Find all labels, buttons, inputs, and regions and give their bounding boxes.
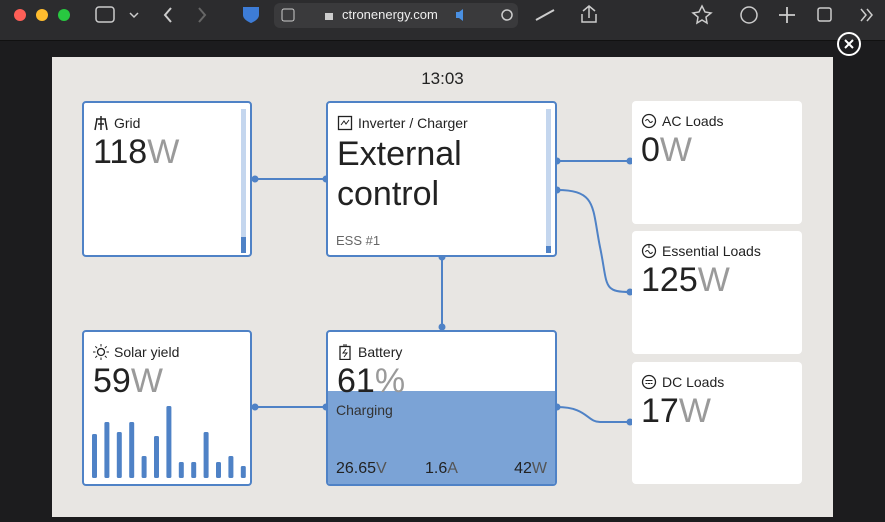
value: 0 <box>641 131 660 169</box>
back-button[interactable] <box>163 7 172 23</box>
value: 118 <box>93 133 148 171</box>
minimize-window[interactable] <box>36 9 48 21</box>
inverter-mode: ESS #1 <box>336 233 381 248</box>
value: 17 <box>641 392 679 430</box>
value: 26.65 <box>336 460 377 477</box>
value: 1.6 <box>425 460 448 477</box>
toolbar-icons <box>14 3 873 28</box>
unit: W <box>678 392 711 430</box>
unit: A <box>447 460 458 477</box>
audio-icon[interactable] <box>456 9 463 21</box>
card-title: AC Loads <box>662 113 724 129</box>
tabs-button[interactable] <box>817 7 832 22</box>
gauge <box>546 109 551 253</box>
card-title: Inverter / Charger <box>358 115 468 131</box>
history-bar <box>116 432 122 478</box>
unit: W <box>147 133 180 171</box>
essential-loads-card[interactable]: Essential Loads 125W <box>632 231 802 354</box>
forward-button[interactable] <box>198 7 207 23</box>
dc-icon <box>641 374 657 390</box>
reload-button[interactable] <box>501 9 513 21</box>
battery-card[interactable]: Battery 61% Charging 26.65V 1.6A 42W <box>326 330 557 486</box>
more-button[interactable] <box>860 8 873 22</box>
tab-menu[interactable] <box>129 12 139 19</box>
unit: V <box>376 460 387 477</box>
history-bar <box>129 422 135 478</box>
lock-icon <box>325 13 333 20</box>
card-value: 125W <box>641 261 730 300</box>
url[interactable]: ctronenergy.com <box>342 7 438 22</box>
history-bar <box>191 462 197 478</box>
value: 61 <box>337 362 375 400</box>
card-value: 118W <box>93 133 179 172</box>
value: 59 <box>93 362 131 400</box>
card-title: Grid <box>114 115 141 131</box>
card-title: Solar yield <box>114 344 180 360</box>
history-bar <box>141 456 147 478</box>
address-bar[interactable] <box>274 3 518 28</box>
overview-panel: 13:03 Grid 118W <box>52 57 833 517</box>
annotate-button[interactable] <box>535 9 555 21</box>
reader-icon[interactable] <box>281 8 295 22</box>
value: 42 <box>514 460 532 477</box>
sidebar-button[interactable] <box>95 6 115 23</box>
inverter-icon <box>337 115 353 131</box>
essential-icon <box>641 243 657 259</box>
dc-loads-card[interactable]: DC Loads 17W <box>632 362 802 484</box>
card-value: 61% <box>337 362 405 401</box>
downloads-button[interactable] <box>740 6 758 24</box>
inverter-state: External control <box>337 134 462 214</box>
unit: W <box>697 261 730 299</box>
state-line: control <box>337 175 440 213</box>
share-button[interactable] <box>581 5 597 23</box>
battery-power: 42W <box>514 460 547 478</box>
history-bar <box>154 436 159 478</box>
battery-fill <box>328 391 555 484</box>
grid-icon <box>94 116 108 131</box>
solar-history <box>92 406 246 478</box>
unit: % <box>374 362 406 400</box>
history-bar <box>166 406 172 478</box>
battery-current: 1.6A <box>425 460 458 478</box>
close-overlay[interactable] <box>836 31 862 57</box>
history-bar <box>203 432 209 478</box>
value: 125 <box>641 261 698 299</box>
history-bar <box>228 456 234 478</box>
unit: W <box>659 131 693 169</box>
ac-icon <box>641 113 657 129</box>
unit: W <box>531 460 547 477</box>
solar-card[interactable]: Solar yield 59W <box>82 330 252 486</box>
close-window[interactable] <box>14 9 26 21</box>
card-value: 0W <box>641 131 692 170</box>
unit: W <box>130 362 163 400</box>
battery-state: Charging <box>336 402 393 418</box>
history-bar <box>92 434 97 478</box>
card-title: DC Loads <box>662 374 725 390</box>
clock: 13:03 <box>421 69 464 88</box>
card-value: 59W <box>93 362 163 401</box>
history-bar <box>104 422 110 478</box>
sun-icon <box>93 344 109 360</box>
card-title: Battery <box>358 344 403 360</box>
state-line: External <box>337 135 462 173</box>
history-bar <box>216 462 221 478</box>
gauge <box>241 109 246 253</box>
zoom-window[interactable] <box>58 9 70 21</box>
battery-voltage: 26.65V <box>336 460 387 478</box>
shield-extension[interactable] <box>243 7 259 23</box>
card-title: Essential Loads <box>662 243 761 259</box>
ac-loads-card[interactable]: AC Loads 0W <box>632 101 802 224</box>
grid-card[interactable]: Grid 118W <box>82 101 252 257</box>
history-bar <box>178 462 184 478</box>
history-bar <box>240 466 246 478</box>
new-tab-button[interactable] <box>779 7 795 23</box>
card-value: 17W <box>641 392 711 431</box>
toolbar: ctronenergy.com <box>0 0 885 41</box>
bookmark-button[interactable] <box>691 4 713 25</box>
inverter-card[interactable]: Inverter / Charger External control ESS #… <box>326 101 557 257</box>
battery-icon <box>339 344 351 360</box>
